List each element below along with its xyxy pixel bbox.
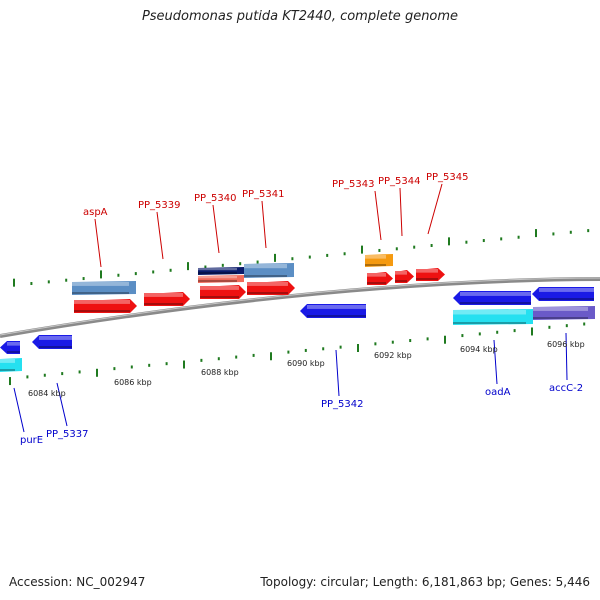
gene-arrow-shadow <box>7 351 20 353</box>
gene-arrow-highlight <box>533 307 588 311</box>
genome-backbone-highlight <box>0 277 600 336</box>
gene-label-forward[interactable]: PP_5341 <box>242 189 285 200</box>
gene-arrow-highlight <box>247 282 288 286</box>
gene-arrow-highlight <box>453 310 526 315</box>
leader-line <box>156 211 164 260</box>
leader-line <box>94 218 102 268</box>
gene-arrow-shadow <box>365 264 386 266</box>
gene-arrow-shadow <box>198 272 237 274</box>
gene-arrow-shadow <box>539 298 594 300</box>
gene-arrow-highlight <box>39 336 72 340</box>
gene-arrow-highlight <box>395 271 407 275</box>
gene-arrow-shadow <box>460 302 531 304</box>
gene-arrow-shadow <box>198 280 237 282</box>
gene-label-reverse[interactable]: accC-2 <box>549 383 583 394</box>
gene-arrow-shadow <box>74 310 130 312</box>
gene-arrow-highlight <box>460 292 531 296</box>
leader-line <box>56 382 68 427</box>
gene-label-reverse[interactable]: PP_5342 <box>321 399 364 410</box>
gene-arrow-highlight <box>365 255 386 259</box>
gene-label-forward[interactable]: aspA <box>83 207 108 218</box>
gene-arrow-highlight <box>0 359 15 363</box>
gene-arrow-highlight <box>200 286 239 290</box>
gene-label-forward[interactable]: PP_5343 <box>332 179 375 190</box>
genome-summary-text: Topology: circular; Length: 6,181,863 bp… <box>260 575 590 589</box>
tick-label: 6084 kbp <box>28 389 66 398</box>
leader-line <box>335 349 340 397</box>
gene-arrow-shadow <box>244 275 287 277</box>
gene-arrow-highlight <box>7 342 20 346</box>
gene-label-reverse[interactable]: purE <box>20 435 43 446</box>
map-title: Pseudomonas putida KT2440, complete geno… <box>141 9 459 24</box>
tick-label: 6094 kbp <box>460 345 498 354</box>
leader-line <box>493 339 498 385</box>
label-leader-lines <box>13 183 568 433</box>
gene-label-forward[interactable]: PP_5340 <box>194 193 237 204</box>
leader-line <box>261 200 267 249</box>
leader-line <box>565 332 568 381</box>
gene-label-forward[interactable]: PP_5345 <box>426 172 469 183</box>
gene-features <box>0 254 595 372</box>
gene-arrow-shadow <box>200 296 239 298</box>
tick-label: 6086 kbp <box>114 378 152 387</box>
tick-label: 6092 kbp <box>374 351 412 360</box>
gene-arrow-shadow <box>416 278 438 280</box>
gene-label-reverse[interactable]: PP_5337 <box>46 429 89 440</box>
gene-arrow-highlight <box>74 300 130 304</box>
gene-arrow-highlight <box>416 269 438 273</box>
gene-arrow-highlight <box>539 288 594 292</box>
tick-label: 6096 kbp <box>547 340 585 349</box>
gene-arrow-highlight <box>144 293 183 297</box>
gene-arrow-shadow <box>72 292 129 294</box>
gene-label-reverse[interactable]: oadA <box>485 387 511 398</box>
gene-arrow-highlight <box>367 273 386 277</box>
lower-tick-track <box>9 322 586 386</box>
gene-arrow-highlight <box>307 305 366 309</box>
genome-backbone <box>0 277 600 338</box>
tick-label: 6090 kbp <box>287 359 325 368</box>
leader-line <box>374 190 382 241</box>
gene-arrow-shadow <box>0 369 15 371</box>
gene-arrow-highlight <box>72 282 129 286</box>
gene-arrow-shadow <box>39 346 72 348</box>
gene-arrow-shadow <box>144 303 183 305</box>
gene-arrow-shadow <box>453 322 526 324</box>
tick-label: 6088 kbp <box>201 368 239 377</box>
gene-label-forward[interactable]: PP_5339 <box>138 200 181 211</box>
gene-arrow-highlight <box>198 268 237 271</box>
gene-label-forward[interactable]: PP_5344 <box>378 176 421 187</box>
leader-line <box>427 183 443 235</box>
gene-arrow-shadow <box>247 292 288 294</box>
gene-arrow-highlight <box>198 276 237 279</box>
leader-line <box>212 204 220 254</box>
gene-arrow-shadow <box>367 282 386 284</box>
accession-text: Accession: NC_002947 <box>9 575 146 589</box>
gene-arrow-shadow <box>307 315 366 317</box>
leader-line <box>13 387 25 433</box>
upper-tick-track <box>13 229 590 287</box>
gene-arrow-shadow <box>395 280 407 282</box>
gene-arrow-shadow <box>533 317 588 319</box>
gene-arrow-highlight <box>244 264 287 269</box>
leader-line <box>399 187 403 237</box>
